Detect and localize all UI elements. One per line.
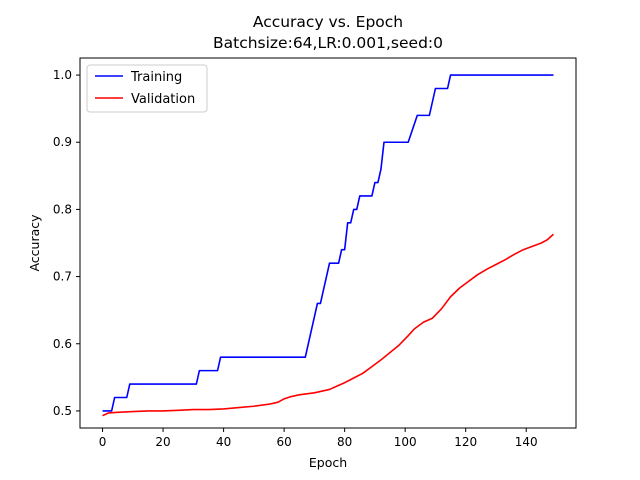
- x-tick-label: 60: [276, 435, 291, 449]
- series-line-validation: [102, 233, 554, 417]
- plot-frame: [79, 57, 577, 429]
- legend-label-training: Training: [130, 70, 182, 85]
- legend: Training Validation: [86, 64, 208, 113]
- chart-subtitle: Batchsize:64,LR:0.001,seed:0: [213, 34, 443, 52]
- y-tick-label: 1.0: [53, 68, 72, 82]
- x-axis-label: Epoch: [309, 455, 347, 470]
- series-line-training: [102, 74, 554, 412]
- y-tick-label: 0.5: [53, 404, 72, 418]
- x-tick-label: 40: [216, 435, 231, 449]
- chart-title: Accuracy vs. Epoch: [253, 13, 403, 31]
- y-tick-label: 0.8: [53, 202, 72, 216]
- y-tick-label: 0.9: [53, 135, 72, 149]
- x-tick-label: 140: [515, 435, 538, 449]
- x-tick-label: 120: [454, 435, 477, 449]
- x-tick-label: 20: [155, 435, 170, 449]
- y-axis-label: Accuracy: [27, 214, 42, 272]
- x-tick-label: 100: [394, 435, 417, 449]
- x-axis-ticks: 0 20 40 60 80 100 120 140: [99, 428, 538, 449]
- y-tick-label: 0.7: [53, 270, 72, 284]
- legend-label-validation: Validation: [131, 92, 195, 107]
- y-axis-ticks: 0.5 0.6 0.7 0.8 0.9 1.0: [53, 68, 80, 418]
- x-tick-label: 80: [337, 435, 352, 449]
- plot-lines: [102, 74, 554, 417]
- x-tick-label: 0: [99, 435, 107, 449]
- y-tick-label: 0.6: [53, 337, 72, 351]
